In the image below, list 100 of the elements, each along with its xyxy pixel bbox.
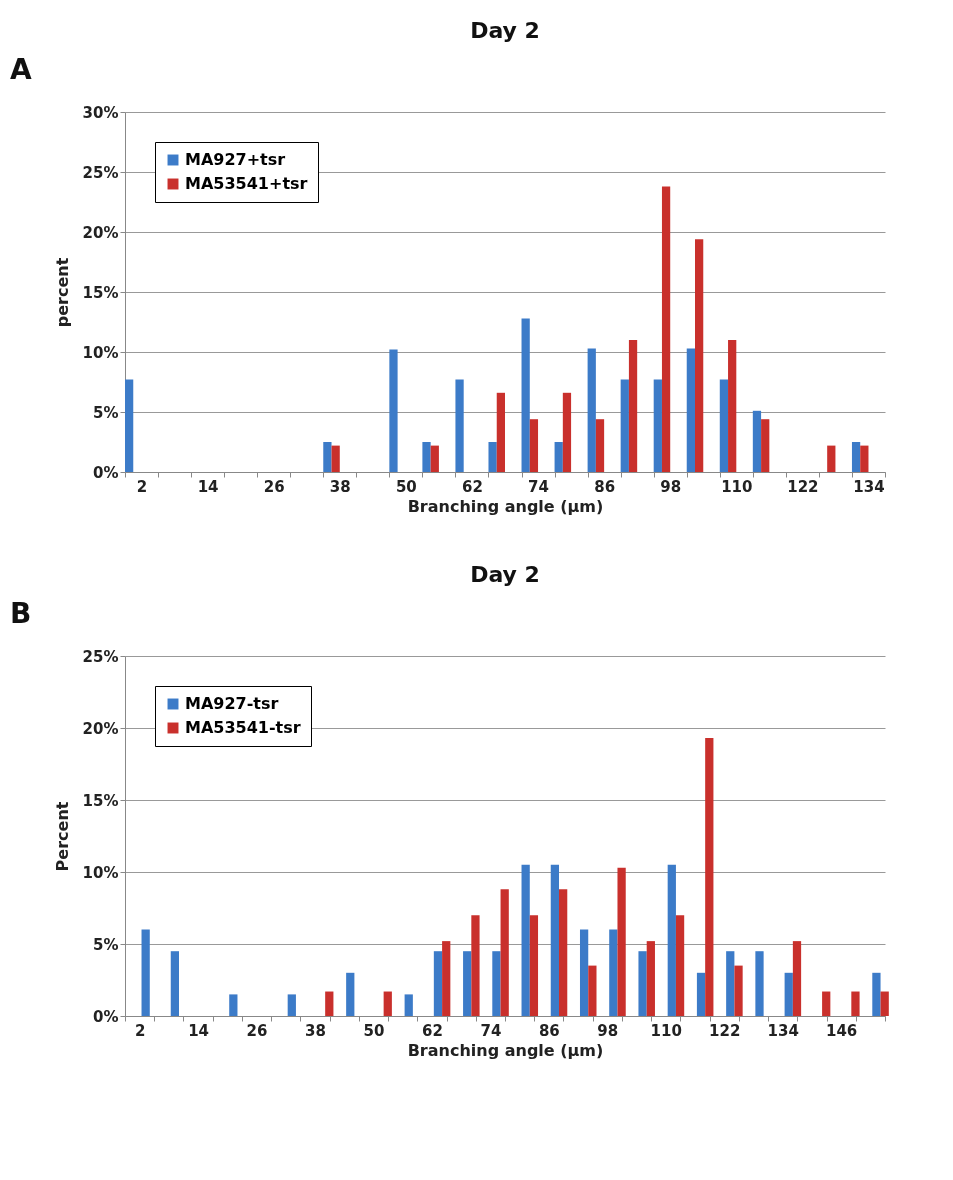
y-tick-label: 0% [93,463,119,482]
chart-title: Day 2 [470,18,540,43]
bar [728,340,737,472]
bar [822,991,831,1016]
x-axis-title: Branching angle (µm) [407,1040,604,1060]
bar [492,951,501,1016]
x-tick-label: 74 [480,1021,502,1040]
x-tick-label: 122 [787,477,819,496]
bar [430,445,439,472]
x-tick-label: 98 [660,477,682,496]
x-tick-label: 50 [395,477,417,496]
bar [496,392,505,472]
bar [346,972,355,1016]
text: B [10,597,32,630]
text: A [10,53,32,86]
bar [851,442,861,472]
bar [609,929,618,1016]
chart-title: Day 2 [470,562,540,587]
bar [860,445,869,472]
bar [579,929,589,1016]
y-tick-label: 10% [82,343,119,362]
x-tick-label: 134 [853,477,885,496]
bar [734,965,743,1016]
bar [404,994,413,1016]
x-tick-label: 26 [246,1021,268,1040]
x-tick-label: 62 [421,1021,443,1040]
bar [827,445,836,472]
bar [442,941,451,1016]
bar [588,965,597,1016]
bar [761,419,770,472]
legend-label: MA53541+tsr [185,174,308,193]
bar [325,991,334,1016]
y-axis-title: percent [52,257,72,328]
bar [471,915,480,1016]
bar [705,738,714,1016]
bar [587,348,596,472]
x-tick-label: 146 [826,1021,858,1040]
bar [521,864,530,1016]
y-tick-label: 30% [82,103,119,122]
x-tick-label: 14 [188,1021,210,1040]
bar [141,929,150,1016]
bar [562,392,572,472]
bar [455,379,464,472]
x-tick-label: 122 [709,1021,741,1040]
y-tick-label: 15% [82,791,119,810]
bar [661,186,671,472]
bar [383,991,392,1016]
x-tick-label: 2 [136,477,148,496]
bar [667,864,676,1016]
bar [323,442,332,472]
x-tick-label: 134 [767,1021,799,1040]
x-tick-label: 26 [263,477,285,496]
bar [488,442,497,472]
bar [653,379,662,472]
y-tick-label: 5% [93,403,119,422]
y-tick-label: 5% [93,935,119,954]
legend-label: MA927+tsr [185,150,286,169]
x-tick-label: 98 [597,1021,619,1040]
x-axis-title: Branching angle (µm) [407,496,604,516]
bar [880,991,889,1016]
bar [559,889,568,1016]
y-tick-label: 20% [82,719,119,738]
bar [595,419,605,472]
bar [521,318,530,472]
y-tick-label: 0% [93,1007,119,1026]
bar [872,972,881,1016]
y-tick-label: 10% [82,863,119,882]
bar [529,419,539,472]
bar [620,379,629,472]
bar [554,442,563,472]
bar [229,994,238,1016]
x-tick-label: 38 [329,477,351,496]
bar [331,445,340,472]
bar [638,951,647,1016]
legend-label: MA53541-tsr [185,718,301,737]
bar [125,379,134,472]
bar [617,867,626,1016]
x-tick-label: 50 [363,1021,385,1040]
y-tick-label: 25% [82,647,119,666]
y-axis-title: Percent [52,801,72,872]
bar [675,915,685,1016]
x-tick-label: 86 [594,477,616,496]
bar [755,951,764,1016]
bar [752,410,762,472]
bar [726,951,735,1016]
x-tick-label: 86 [538,1021,560,1040]
bar [686,348,695,472]
bar [550,864,560,1016]
bar [695,239,704,472]
bar [628,340,638,472]
bar [463,951,472,1016]
legend-label: MA927-tsr [185,694,279,713]
bar [433,951,443,1016]
bar [422,442,431,472]
bar [851,991,860,1016]
bar [646,941,655,1016]
x-tick-label: 62 [462,477,483,496]
y-tick-label: 20% [82,223,119,242]
bar [719,379,729,472]
bar [389,349,398,472]
